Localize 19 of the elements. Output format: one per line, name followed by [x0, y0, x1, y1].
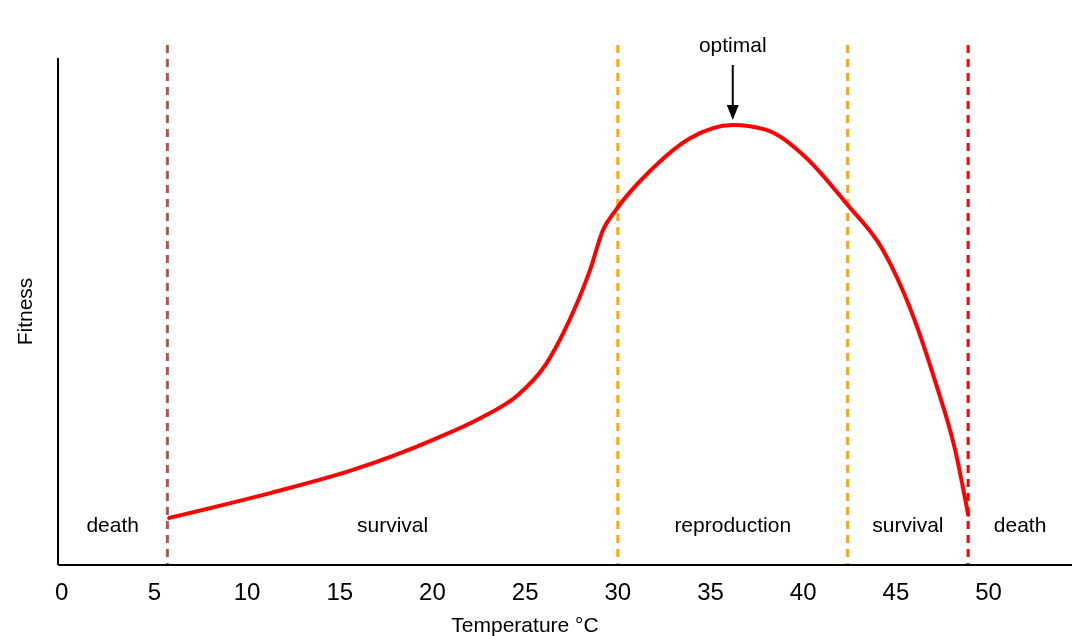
annotation: survival	[872, 513, 944, 536]
x-tick-label: 45	[882, 578, 910, 605]
annotation: death	[86, 513, 139, 536]
x-tick-label: 10	[233, 578, 261, 605]
annotation: death	[993, 513, 1047, 536]
x-tick-label: 0	[55, 578, 69, 605]
x-tick-label: 30	[604, 578, 632, 605]
y-axis-title: Fitness	[13, 277, 36, 346]
x-tick-label: 35	[697, 578, 724, 605]
x-tick-label: 5	[147, 578, 162, 605]
x-tick-label: 40	[789, 578, 817, 605]
annotation: survival	[357, 513, 429, 536]
x-tick-label: 20	[419, 578, 446, 605]
x-axis-title: Temperature °C	[451, 613, 599, 636]
x-tick-label: 15	[326, 578, 354, 605]
x-tick-label: 25	[511, 578, 539, 605]
text: optimal	[698, 33, 767, 56]
annotation: reproduction	[674, 513, 792, 536]
x-tick-label: 50	[975, 578, 1002, 605]
